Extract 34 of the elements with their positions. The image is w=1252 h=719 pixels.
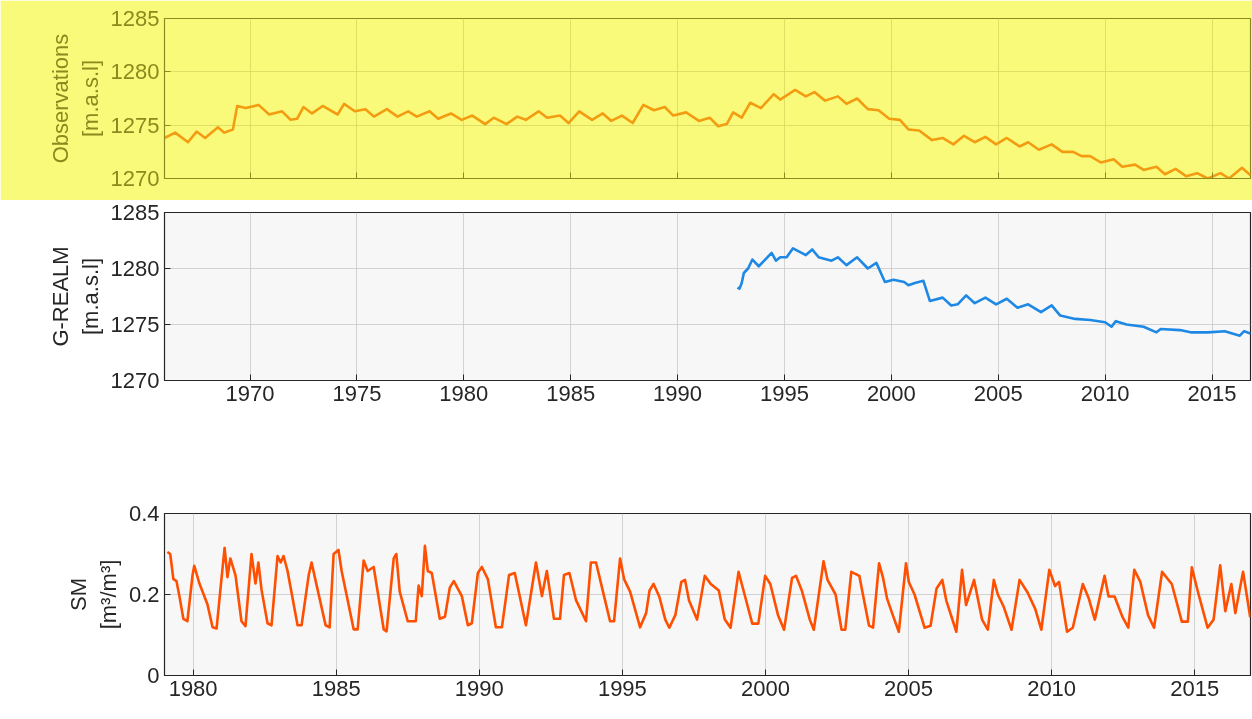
x-tick-label: 1990 xyxy=(454,675,504,701)
y-tick-label: 1275 xyxy=(110,112,160,138)
y-tick-label: 1275 xyxy=(110,312,160,337)
x-tick-label: 1985 xyxy=(546,380,596,406)
x-tick-label: 1995 xyxy=(759,380,809,406)
y-tick-label: 0.2 xyxy=(128,582,160,607)
y-tick-label: 1270 xyxy=(110,368,160,393)
x-tick-label: 1995 xyxy=(597,675,647,701)
y-axis-title: SM [m³/m³] xyxy=(65,559,121,630)
y-tick-label: 0.4 xyxy=(128,501,160,526)
x-tick-label: 2015 xyxy=(1187,380,1237,406)
y-tick-label: 1280 xyxy=(110,59,160,85)
y-axis-title: G-REALM [m.a.s.l] xyxy=(47,246,103,347)
x-tick-label: 2015 xyxy=(1170,675,1220,701)
y-axis-title: Observations [m.a.s.l] xyxy=(47,33,103,164)
y-tick-label: 1285 xyxy=(110,6,160,31)
y-tick-label: 1285 xyxy=(110,200,160,225)
x-tick-label: 2005 xyxy=(884,675,934,701)
y-tick-label: 0 xyxy=(147,663,160,688)
x-tick-label: 2010 xyxy=(1027,675,1077,701)
x-tick-label: 1980 xyxy=(439,380,489,406)
x-tick-label: 1970 xyxy=(225,380,275,406)
line-series xyxy=(736,247,1251,337)
x-tick-label: 1985 xyxy=(311,675,361,701)
x-tick-label: 2010 xyxy=(1080,380,1130,406)
y-tick-label: 1280 xyxy=(110,256,160,281)
x-tick-label: 2005 xyxy=(973,380,1023,406)
x-tick-label: 2000 xyxy=(866,380,916,406)
x-tick-label: 1975 xyxy=(332,380,382,406)
x-tick-label: 1990 xyxy=(653,380,703,406)
x-tick-label: 1980 xyxy=(168,675,218,701)
x-tick-label: 2000 xyxy=(740,675,790,701)
line-series xyxy=(166,544,1251,634)
y-tick-label: 1270 xyxy=(110,166,160,191)
